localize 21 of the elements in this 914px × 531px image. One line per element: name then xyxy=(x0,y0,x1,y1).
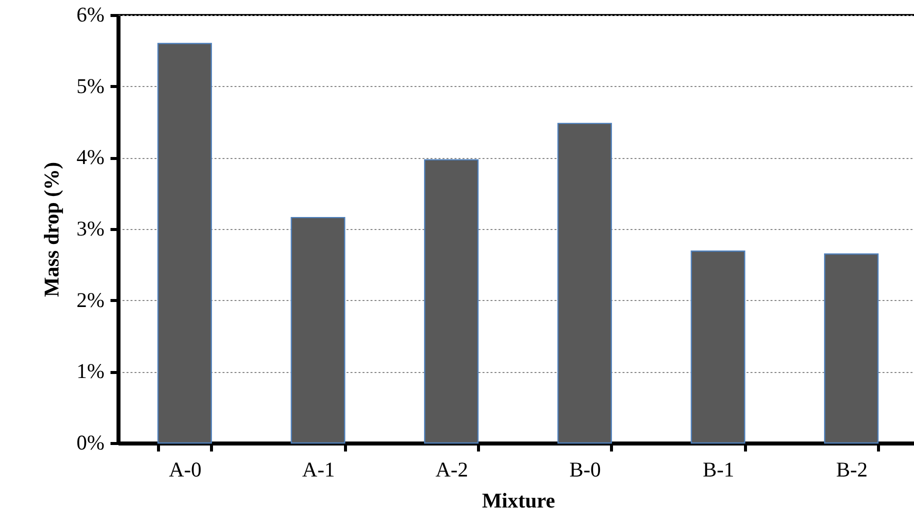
x-tick-label: B-0 xyxy=(569,458,601,482)
x-tick-label: A-0 xyxy=(168,458,202,482)
bar xyxy=(824,253,879,444)
y-tick-label: 6% xyxy=(76,2,104,26)
bar xyxy=(424,159,479,444)
bar xyxy=(157,42,212,444)
x-axis-title: Mixture xyxy=(482,488,556,512)
x-tick-label: A-1 xyxy=(302,458,335,482)
y-tick-label: 1% xyxy=(76,359,104,384)
y-axis-title: Mass drop (%) xyxy=(40,162,64,297)
bar xyxy=(690,250,746,444)
bar xyxy=(557,122,612,444)
x-tick-label: B-2 xyxy=(836,458,868,482)
y-tick-label: 5% xyxy=(76,74,104,98)
y-tick-label: 0% xyxy=(76,430,104,454)
y-tick-label: 4% xyxy=(76,145,104,170)
bar xyxy=(290,216,346,444)
x-tick-label: A-2 xyxy=(435,458,468,482)
y-tick-label: 3% xyxy=(76,216,104,240)
y-tick-label: 2% xyxy=(76,288,104,312)
x-tick-label: B-1 xyxy=(702,458,734,482)
